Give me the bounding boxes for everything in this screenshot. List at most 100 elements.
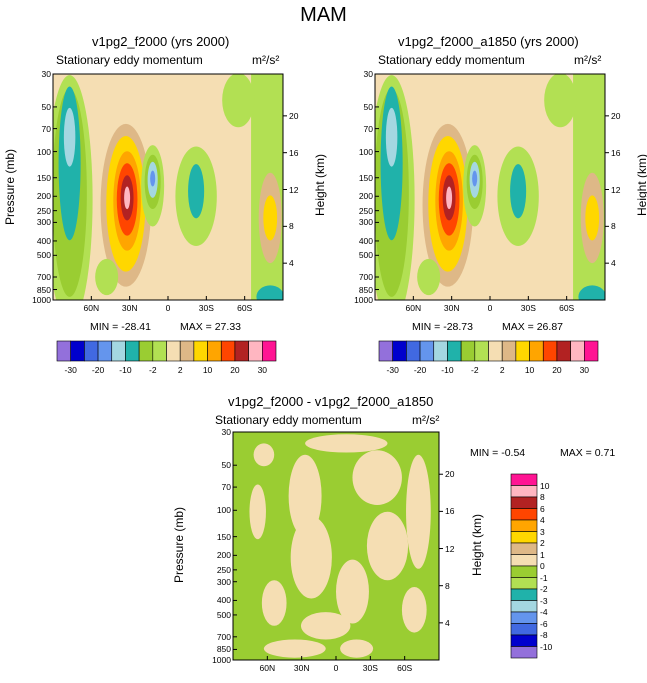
panel2-subtitle: Stationary eddy momentum [378, 53, 525, 67]
panel3-colorbar-box-9 [510, 577, 538, 590]
panel2-colorbar-box-13 [556, 340, 571, 362]
panel1-colorbar-box-15 [262, 340, 277, 362]
field-sh-2 [188, 164, 205, 219]
panel1-colorbar-box-5 [125, 340, 140, 362]
panel3-xtick-0: 60N [259, 663, 276, 673]
panel2-colorbar-label-1: -20 [413, 365, 427, 375]
panel1-min: MIN = -28.41 [90, 321, 151, 333]
panel3-min: MIN = -0.54 [470, 447, 526, 459]
field-eq-4 [150, 170, 156, 187]
panel3-colorbar-label-8: -1 [540, 572, 548, 583]
panel2-ytick-3: 100 [358, 146, 373, 157]
panel3-colorbar-label-7: 0 [540, 561, 545, 571]
panel2-colorbar-label-2: -10 [441, 365, 454, 375]
panel3-colorbar-box-0 [510, 473, 538, 486]
field-diff-blob-5 [366, 511, 409, 581]
panel1-colorbar-box-0 [56, 340, 71, 362]
panel1-ytick-1: 50 [41, 101, 51, 112]
panel3-colorbar-box-5 [510, 531, 538, 544]
field-shh-top [544, 74, 577, 128]
panel1-ytick-11: 850 [36, 284, 51, 295]
panel1-colorbar-box-6 [138, 340, 154, 362]
panel1-ytick-9: 500 [36, 250, 51, 261]
panel1-ytick-7: 300 [36, 217, 51, 228]
panel3-ytick-9: 500 [216, 609, 231, 620]
field-diff-blob-7 [305, 434, 388, 453]
panel1-colorbar-box-14 [248, 340, 263, 362]
panel2-ytick-10: 700 [358, 272, 373, 282]
panel2-xtick-1: 30N [443, 303, 460, 313]
field-jet-6 [446, 186, 453, 210]
panel3-colorbar-label-5: 2 [540, 538, 545, 548]
panel2-ytick-11: 850 [358, 284, 373, 295]
panel1-colorbar-box-9 [179, 340, 195, 362]
panel3-y2tick-1: 16 [445, 506, 455, 517]
panel2-ytick-1: 50 [363, 101, 373, 112]
panel3-xtick-4: 60S [397, 663, 413, 673]
panel3-xtick-3: 30S [362, 663, 378, 673]
field-surface [578, 285, 605, 300]
panel1-xtick-0: 60N [83, 303, 100, 313]
panel1-y2tick-0: 20 [289, 110, 299, 121]
panel2-ytick-0: 30 [363, 69, 373, 79]
panel1-ytick-2: 70 [41, 123, 51, 134]
panel2-min: MIN = -28.73 [412, 321, 473, 333]
panel1-y2tick-3: 8 [289, 221, 294, 232]
panel1-colorbar-box-10 [193, 340, 208, 362]
panel1-colorbar-box-1 [70, 340, 85, 362]
panel3-ytick-3: 100 [216, 505, 231, 516]
panel1-ytick-5: 200 [36, 191, 51, 202]
panel1-colorbar-label-5: 10 [202, 365, 213, 375]
panel3-colorbar-label-9: -2 [540, 584, 548, 594]
panel2-colorbar-box-8 [488, 340, 503, 362]
panel1-colorbar-box-7 [152, 340, 167, 362]
panel3-colorbar-label-10: -3 [540, 595, 548, 606]
panel2-ytick-9: 500 [358, 250, 373, 261]
panel3-ytick-2: 70 [221, 482, 231, 493]
panel3-y2tick-4: 4 [445, 617, 450, 628]
panel3-ytick-6: 250 [216, 564, 231, 575]
panel1-ytick-4: 150 [36, 172, 51, 183]
panel1-ytick-0: 30 [41, 69, 51, 79]
field-diff-blob-13 [249, 484, 266, 540]
panel3-ylabel: Pressure (mb) [172, 507, 186, 584]
panel3-ytick-11: 850 [216, 644, 231, 655]
panel3-y2label: Height (km) [470, 514, 484, 577]
panel1-units: m²/s² [252, 53, 280, 67]
panel2-y2tick-4: 4 [611, 258, 616, 269]
panel1-colorbar-label-1: -20 [91, 365, 105, 375]
panel2-ytick-12: 1000 [354, 295, 373, 305]
panel2-xtick-0: 60N [405, 303, 422, 313]
panel3-colorbar-box-10 [510, 588, 538, 601]
panel2-colorbar-box-14 [570, 340, 585, 362]
panel1-y2label: Height (km) [313, 154, 327, 217]
panel2-y2tick-1: 16 [611, 147, 621, 158]
panel2-y2label: Height (km) [635, 154, 647, 217]
panel2-colorbar-box-12 [542, 340, 558, 362]
panel2-colorbar-box-2 [406, 340, 421, 362]
panel2-max: MAX = 26.87 [502, 321, 563, 333]
panel2-contours [375, 74, 605, 300]
panel3-colorbar-box-6 [510, 542, 538, 555]
panel3-subtitle: Stationary eddy momentum [215, 413, 362, 427]
panel2-colorbar-box-3 [419, 340, 435, 362]
panel3-xtick-2: 0 [333, 663, 339, 673]
panel3-units: m²/s² [412, 413, 440, 427]
panel3-contours [233, 432, 439, 660]
panel3-colorbar-label-13: -8 [540, 630, 548, 640]
panel3-colorbar-label-11: -4 [540, 607, 548, 617]
panel2-colorbar-label-0: -30 [386, 365, 399, 375]
panel2-colorbar-box-11 [529, 340, 544, 362]
panel1-colorbar-box-11 [207, 340, 222, 362]
panel3-colorbar-label-0: 10 [540, 480, 550, 491]
panel3-colorbar-label-3: 4 [540, 515, 545, 525]
panel1-contours [53, 74, 283, 300]
field-diff-blob-3 [300, 612, 351, 640]
field-nh-low [95, 258, 119, 296]
panel3-colorbar-label-2: 6 [540, 503, 545, 514]
panel2-units: m²/s² [574, 53, 602, 67]
panel2-colorbar-box-4 [433, 340, 448, 362]
panel1-title: v1pg2_f2000 (yrs 2000) [92, 34, 230, 49]
panel2-y2tick-0: 20 [611, 110, 621, 121]
panel2-y2tick-2: 12 [611, 184, 621, 195]
